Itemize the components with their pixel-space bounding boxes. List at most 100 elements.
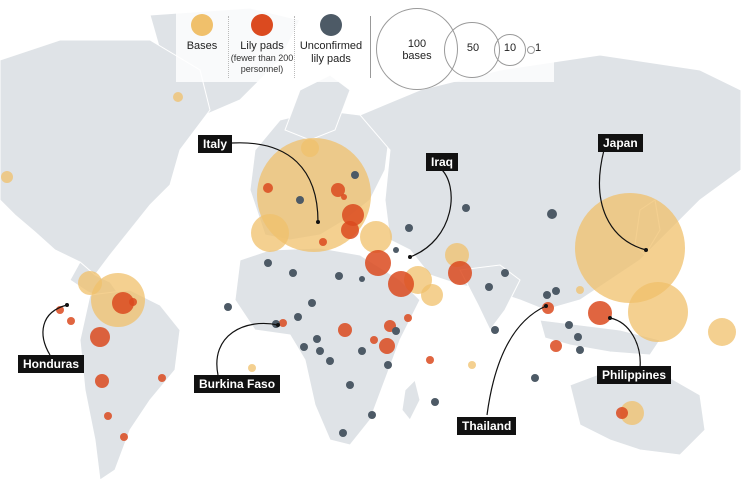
legend-bases: Bases bbox=[176, 6, 228, 53]
callout-burkina-faso: Burkina Faso bbox=[194, 375, 281, 393]
lily-pad-marker bbox=[426, 356, 434, 364]
lily-pad-marker bbox=[67, 317, 75, 325]
legend-lily-pads-note: (fewer than 200 personnel) bbox=[230, 53, 294, 74]
unconfirmed-marker bbox=[485, 283, 493, 291]
size-label-1: 1 bbox=[534, 42, 542, 54]
callout-thailand: Thailand bbox=[457, 417, 517, 435]
unconfirmed-marker bbox=[384, 361, 392, 369]
unconfirmed-marker bbox=[552, 287, 560, 295]
lily-pad-marker bbox=[338, 323, 352, 337]
legend-divider bbox=[294, 16, 295, 78]
unconfirmed-marker bbox=[326, 357, 334, 365]
base-marker bbox=[301, 139, 319, 157]
lily-pad-marker bbox=[112, 292, 134, 314]
base-marker bbox=[628, 282, 688, 342]
lily-pad-marker bbox=[588, 301, 612, 325]
size-ring-1 bbox=[527, 46, 535, 54]
thailand-leader bbox=[486, 305, 547, 416]
lily-pad-marker bbox=[404, 314, 412, 322]
lily-pad-marker bbox=[370, 336, 378, 344]
philippines-leader bbox=[609, 317, 641, 369]
lily-pad-marker bbox=[331, 183, 345, 197]
unconfirmed-marker bbox=[576, 346, 584, 354]
map-legend: Bases Lily pads (fewer than 200 personne… bbox=[176, 6, 554, 90]
legend-lily-pads-label: Lily pads bbox=[240, 40, 284, 52]
lily-pad-marker bbox=[388, 271, 414, 297]
unconfirmed-marker bbox=[531, 374, 539, 382]
lily-pad-marker bbox=[365, 250, 391, 276]
lily-pad-marker bbox=[379, 338, 395, 354]
lily-pad-marker bbox=[279, 319, 287, 327]
lily-pad-marker bbox=[104, 412, 112, 420]
lily-pad-marker bbox=[542, 302, 554, 314]
base-marker bbox=[620, 401, 644, 425]
unconfirmed-marker bbox=[491, 326, 499, 334]
unconfirmed-marker bbox=[565, 321, 573, 329]
base-marker bbox=[575, 193, 685, 303]
unconfirmed-marker bbox=[224, 303, 232, 311]
philippines-anchor bbox=[608, 316, 612, 320]
callout-italy: Italy bbox=[198, 135, 233, 153]
honduras-leader bbox=[42, 304, 68, 356]
base-marker bbox=[248, 364, 256, 372]
thailand-anchor bbox=[544, 304, 548, 308]
base-markers bbox=[1, 92, 736, 425]
lily-pad-marker bbox=[342, 204, 364, 226]
unconfirmed-marker bbox=[368, 411, 376, 419]
size-label-50: 50 bbox=[466, 42, 480, 54]
unconfirmed-markers bbox=[224, 171, 584, 437]
legend-divider bbox=[228, 16, 229, 78]
iraq-leader bbox=[409, 167, 452, 258]
africa bbox=[234, 247, 421, 446]
lily-pad-marker bbox=[341, 194, 347, 200]
callout-leaders bbox=[42, 142, 648, 416]
base-marker bbox=[173, 92, 183, 102]
unconfirmed-marker bbox=[543, 291, 551, 299]
unconfirmed-marker bbox=[339, 429, 347, 437]
japan-anchor bbox=[644, 248, 648, 252]
unconfirmed-marker bbox=[431, 398, 439, 406]
unconfirmed-marker bbox=[574, 333, 582, 341]
size-label-100: 100 bases bbox=[402, 38, 432, 62]
italy-leader bbox=[231, 142, 319, 223]
burkina-faso-anchor bbox=[276, 323, 280, 327]
lily-pad-marker bbox=[263, 183, 273, 193]
unconfirmed-marker bbox=[392, 327, 400, 335]
base-marker bbox=[576, 286, 584, 294]
unconfirmed-marker bbox=[405, 224, 413, 232]
lily-pad-marker bbox=[448, 261, 472, 285]
unconfirmed-marker bbox=[501, 269, 509, 277]
base-marker bbox=[251, 214, 289, 252]
lily-pad-marker bbox=[120, 433, 128, 441]
lily-pads-swatch bbox=[251, 14, 273, 36]
unconfirmed-marker bbox=[547, 209, 557, 219]
lily-pad-marker bbox=[341, 221, 359, 239]
unconfirmed-marker bbox=[359, 276, 365, 282]
legend-unconfirmed: Unconfirmed lily pads bbox=[296, 6, 366, 66]
unconfirmed-marker bbox=[335, 272, 343, 280]
lily-pad-marker bbox=[95, 374, 109, 388]
base-marker bbox=[421, 284, 443, 306]
callout-iraq: Iraq bbox=[426, 153, 459, 171]
lily-pad-marker bbox=[616, 407, 628, 419]
italy-anchor bbox=[316, 220, 320, 224]
unconfirmed-marker bbox=[294, 313, 302, 321]
size-label-10: 10 bbox=[503, 42, 517, 54]
base-marker bbox=[468, 361, 476, 369]
callout-philippines: Philippines bbox=[597, 366, 672, 384]
unconfirmed-marker bbox=[264, 259, 272, 267]
legend-lily-pads: Lily pads (fewer than 200 personnel) bbox=[230, 6, 294, 75]
lily-pad-marker bbox=[129, 298, 137, 306]
madagascar bbox=[401, 379, 421, 421]
unconfirmed-swatch bbox=[320, 14, 342, 36]
bases-swatch bbox=[191, 14, 213, 36]
lily-pad-marker bbox=[90, 327, 110, 347]
legend-bases-label: Bases bbox=[186, 40, 218, 52]
base-marker bbox=[360, 221, 392, 253]
unconfirmed-marker bbox=[316, 347, 324, 355]
lily-pad-marker bbox=[319, 238, 327, 246]
callout-honduras: Honduras bbox=[18, 355, 85, 373]
unconfirmed-marker bbox=[346, 381, 354, 389]
unconfirmed-marker bbox=[313, 335, 321, 343]
